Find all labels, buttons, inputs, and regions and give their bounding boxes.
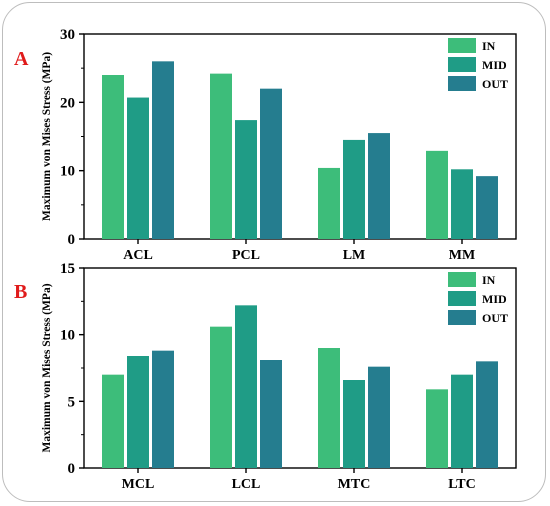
bar-out-mm: [476, 176, 498, 239]
y-tick-label: 30: [60, 27, 75, 43]
legend-swatch-mid: [448, 57, 476, 72]
bar-out-pcl: [260, 88, 282, 240]
y-axis-label: Maximum von Mises Stress (MPa): [41, 283, 53, 452]
x-tick-label: LM: [343, 248, 366, 263]
y-tick-label: 20: [60, 95, 75, 111]
y-tick-label: 15: [60, 261, 75, 277]
legend-swatch-mid: [448, 291, 476, 306]
x-tick-label: LCL: [232, 477, 261, 492]
bar-in-pcl: [210, 73, 232, 239]
y-tick-label: 0: [68, 232, 76, 248]
y-tick-label: 0: [68, 461, 76, 477]
legend-label: IN: [482, 39, 496, 53]
legend-label: IN: [482, 273, 496, 287]
bar-out-lcl: [260, 360, 282, 468]
bar-out-lm: [368, 133, 390, 239]
bar-in-mtc: [318, 348, 340, 468]
x-tick-label: PCL: [232, 248, 260, 263]
bar-mid-acl: [127, 97, 149, 239]
legend-label: OUT: [482, 77, 508, 91]
bar-mid-ltc: [451, 374, 473, 468]
bar-mid-mtc: [343, 380, 365, 468]
legend-label: OUT: [482, 311, 508, 325]
bar-mid-lcl: [235, 305, 257, 468]
y-tick-label: 10: [60, 164, 75, 180]
y-tick-label: 10: [60, 328, 75, 344]
legend-swatch-in: [448, 272, 476, 287]
bar-in-lcl: [210, 326, 232, 468]
legend-swatch-out: [448, 76, 476, 91]
bar-in-lm: [318, 167, 340, 239]
bar-mid-mm: [451, 169, 473, 239]
x-tick-label: MM: [449, 248, 475, 263]
x-tick-label: ACL: [123, 248, 153, 263]
y-axis-label: Maximum von Mises Stress (MPa): [41, 52, 53, 221]
panel-label: A: [14, 48, 29, 70]
bar-out-ltc: [476, 361, 498, 468]
bar-in-acl: [102, 75, 124, 239]
legend-label: MID: [482, 58, 507, 72]
bar-mid-pcl: [235, 120, 257, 239]
y-tick-label: 5: [68, 394, 76, 410]
bar-out-mcl: [152, 350, 174, 468]
bar-mid-mcl: [127, 356, 149, 468]
bar-in-mcl: [102, 374, 124, 468]
legend-swatch-in: [448, 38, 476, 53]
panel-label: B: [14, 281, 27, 303]
bar-mid-lm: [343, 139, 365, 239]
x-tick-label: MCL: [122, 477, 155, 492]
bar-out-mtc: [368, 366, 390, 468]
x-tick-label: MTC: [338, 477, 371, 492]
x-tick-label: LTC: [448, 477, 476, 492]
legend-label: MID: [482, 292, 507, 306]
bar-out-acl: [152, 61, 174, 240]
bar-in-mm: [426, 150, 448, 239]
bar-in-ltc: [426, 389, 448, 468]
legend-swatch-out: [448, 310, 476, 325]
